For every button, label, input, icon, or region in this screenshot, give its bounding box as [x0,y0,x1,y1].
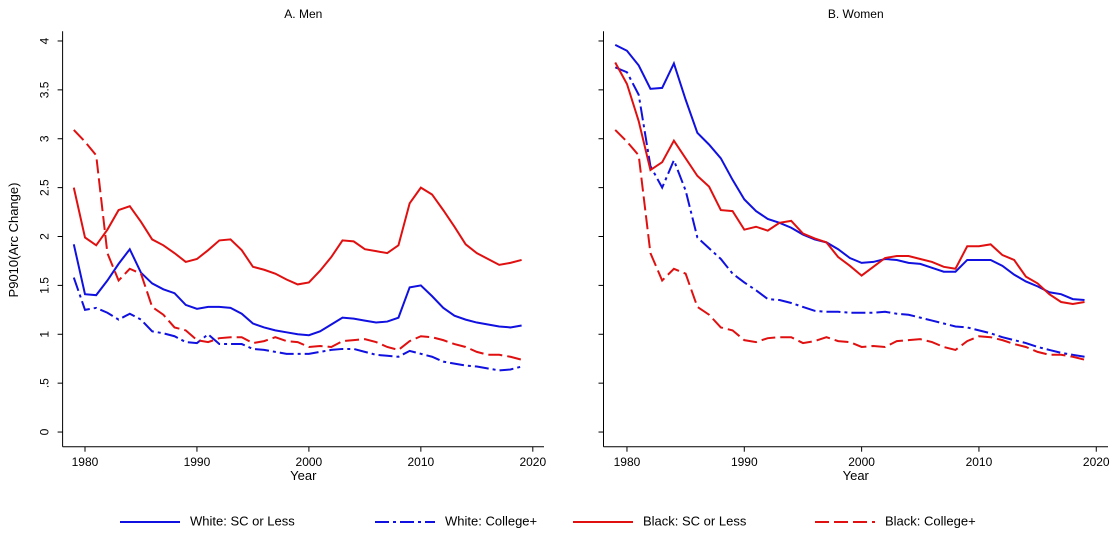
x-tick-label: 2010 [407,455,434,469]
y-axis-label: P9010(Arc Change) [6,183,21,298]
y-tick-label: 1 [38,331,52,338]
y-tick-label: 1.5 [38,277,52,294]
y-tick-label: 4 [38,37,52,44]
legend-label: White: College+ [445,513,537,528]
legend-label: Black: College+ [885,513,976,528]
panel-title: B. Women [828,7,884,21]
x-tick-label: 2000 [296,455,323,469]
series-line [72,277,522,372]
x-tick-label: 2000 [848,455,875,469]
x-axis-label: Year [843,468,870,483]
x-tick-label: 2010 [966,455,993,469]
x-tick-label: 2020 [1083,455,1110,469]
legend-label: White: SC or Less [190,513,295,528]
series-line [614,66,1085,358]
series-line [73,129,522,361]
series-line [614,43,1085,302]
x-tick-label: 1990 [184,455,211,469]
x-tick-label: 1980 [614,455,641,469]
x-axis-label: Year [290,468,317,483]
x-tick-label: 1990 [731,455,758,469]
y-tick-label: 2.5 [38,179,52,196]
series-line [614,62,1085,305]
panel-title: A. Men [284,7,322,21]
y-tick-label: 0 [38,428,52,435]
x-tick-label: 1980 [72,455,99,469]
y-tick-label: .5 [38,378,52,388]
series-line [72,186,522,286]
series-line [72,244,522,337]
x-tick-label: 2020 [519,455,546,469]
legend-label: Black: SC or Less [643,513,747,528]
y-tick-label: 3.5 [38,81,52,98]
series-line [614,129,1085,361]
y-tick-label: 2 [38,233,52,240]
y-tick-label: 3 [38,135,52,142]
